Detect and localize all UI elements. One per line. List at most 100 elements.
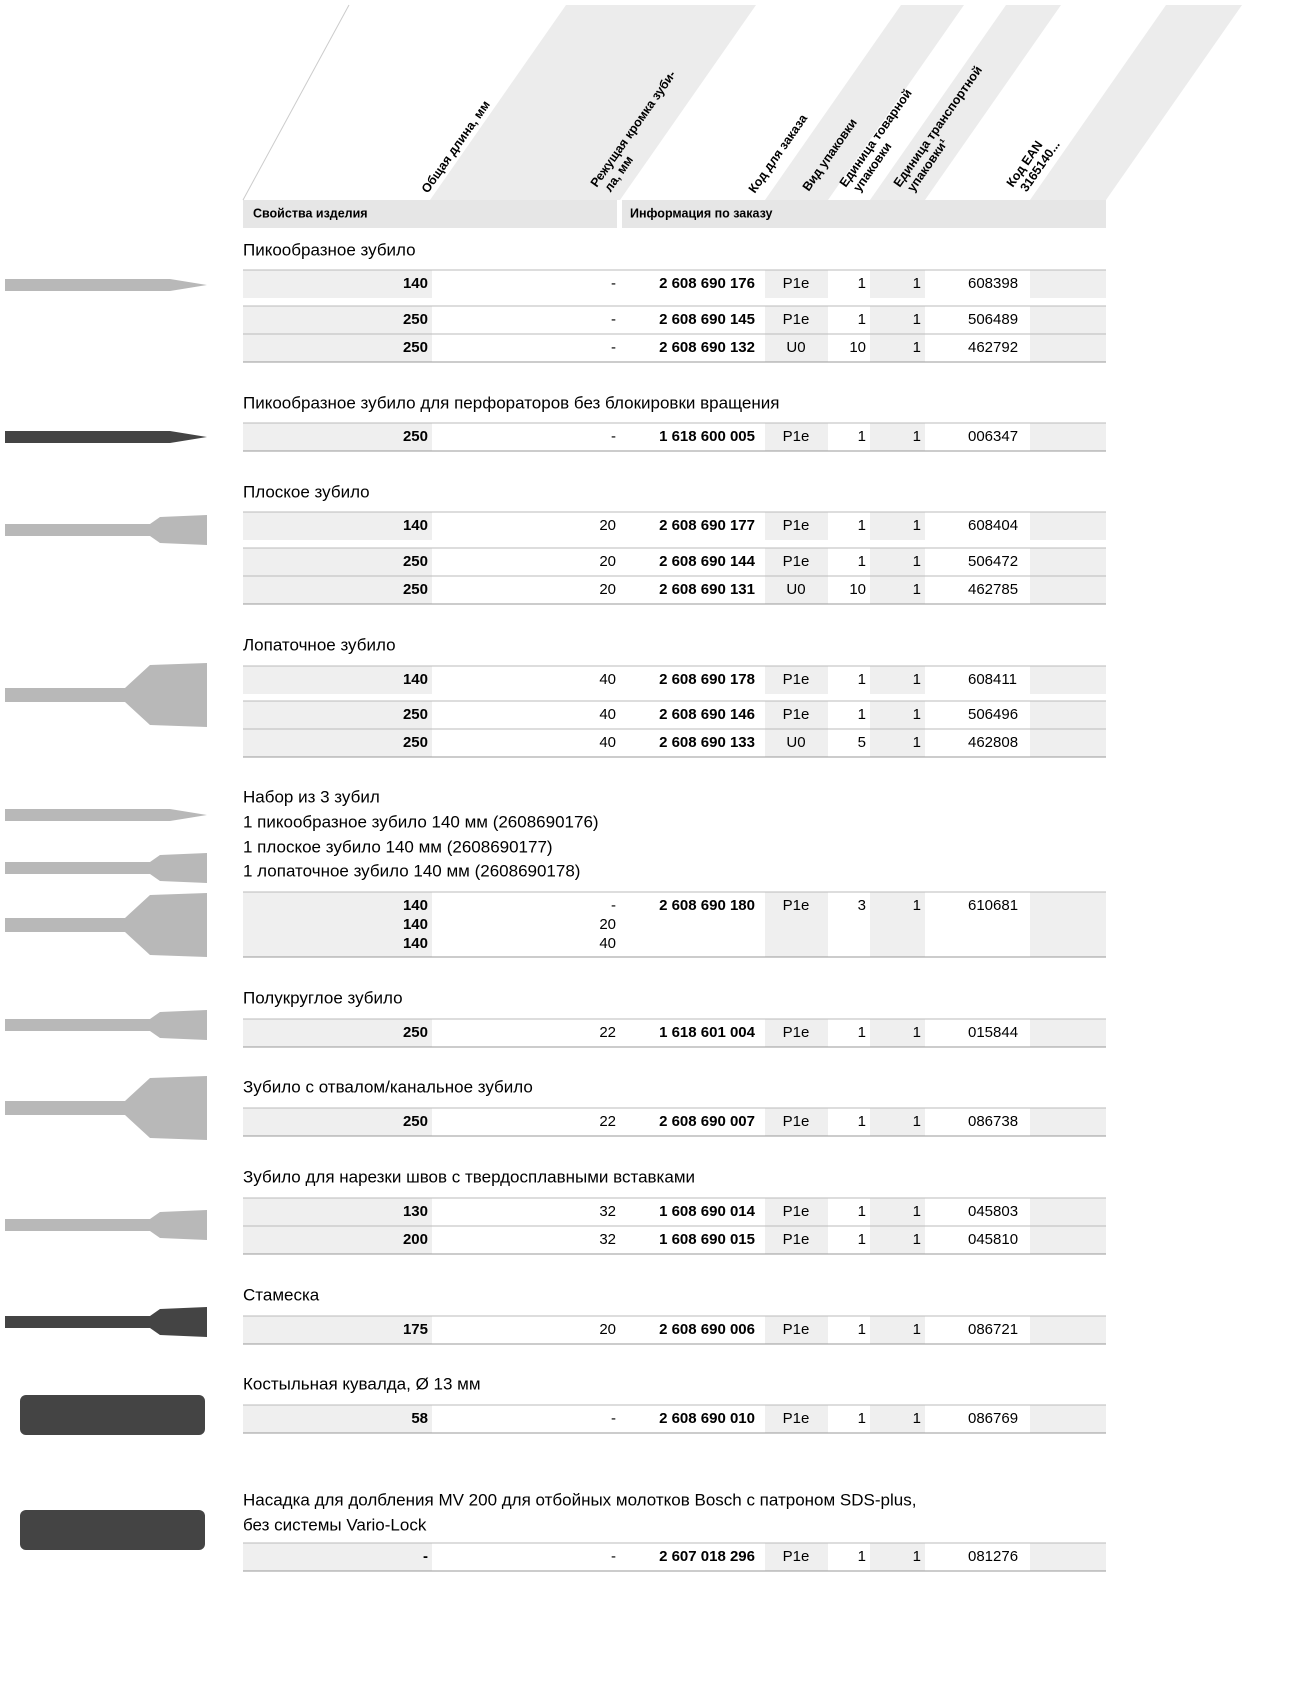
cell: 1 [858,1113,866,1130]
cell: 608411 [968,671,1017,688]
group-title: Набор из 3 зубил [243,787,380,806]
cell-bg [243,270,432,298]
cell: P1e [783,517,810,534]
cell: 015844 [968,1024,1018,1041]
cell: 1 [913,1321,921,1338]
cell-bg [1030,892,1106,957]
header-band [430,5,756,200]
cell: P1e [783,897,810,914]
cell: 1 [858,275,866,292]
cell: 200 [403,1231,428,1248]
cell-bg [870,892,925,957]
cell: 2 608 690 145 [659,311,755,328]
cell: P1e [783,1024,810,1041]
cell-bg [243,1198,432,1226]
cell: 2 608 690 144 [659,553,756,570]
cell-bg [870,306,925,334]
cell-bg [870,1543,925,1571]
cell: 2 608 690 132 [659,339,755,356]
header-edge [242,4,350,201]
cell-bg [243,892,432,957]
cell: 22 [599,1113,616,1130]
cell: U0 [786,734,805,751]
cell: 1 [858,706,866,723]
cell: 40 [599,734,616,751]
cell: 1 [913,553,921,570]
cell-bg [870,701,925,729]
cell-bg [1030,1019,1106,1047]
product-image [5,893,207,957]
group-title: Зубило для нарезки швов с твердосплавным… [243,1167,695,1186]
cell: U0 [786,339,805,356]
cell: 2 608 690 131 [659,581,755,598]
cell: 506489 [968,311,1018,328]
cell-bg [765,1405,828,1433]
cell-bg [765,548,828,576]
cell-bg [870,1226,925,1254]
cell-bg [765,701,828,729]
cell: 1 608 690 015 [659,1231,755,1248]
cell: - [611,1548,616,1565]
cell: 2 608 690 146 [659,706,755,723]
cell: 130 [403,1203,428,1220]
cell: 1 [858,671,866,688]
cell-bg [870,1108,925,1136]
cell: 40 [599,706,616,723]
cell-bg [1030,1316,1106,1344]
cell-bg [765,334,828,362]
shape [5,853,207,883]
cell-bg [870,1019,925,1047]
group-title: Стамеска [243,1285,320,1304]
cell-bg [1030,1543,1106,1571]
group-title: Зубило с отвалом/канальное зубило [243,1077,533,1096]
cell: - [611,1410,616,1427]
cell: 140 [403,916,428,933]
cell: 506472 [968,553,1018,570]
cell-bg [243,1316,432,1344]
header-band [765,5,964,200]
cell: U0 [786,581,805,598]
cell: 1 [858,1548,866,1565]
cell-bg [1030,423,1106,451]
shape [20,1510,205,1550]
cell: 1 [913,734,921,751]
cell: 045803 [968,1203,1018,1220]
cell: 608404 [968,517,1018,534]
shape [5,893,207,957]
cell: - [611,428,616,445]
cell: 40 [599,671,616,688]
cell: P1e [783,1410,810,1427]
cell-bg [1030,576,1106,604]
cell: 3 [858,897,866,914]
cell: P1e [783,1203,810,1220]
group-title: Плоское зубило [243,482,370,501]
cell: - [611,275,616,292]
section-bar [243,200,617,228]
cell-bg [870,423,925,451]
product-image [5,853,207,883]
cell-bg [1030,1198,1106,1226]
cell: P1e [783,1321,810,1338]
cell-bg [870,576,925,604]
cell: 2 608 690 133 [659,734,755,751]
cell-bg [243,1226,432,1254]
cell-bg [765,1019,828,1047]
cell: 10 [849,581,866,598]
cell-bg [1030,701,1106,729]
cell: 1 [913,275,921,292]
cell: 140 [403,935,428,952]
cell: 2 608 690 010 [659,1410,755,1427]
cell: 250 [403,1024,428,1041]
cell-bg [1030,1108,1106,1136]
cell: 1 [858,1410,866,1427]
cell: 1 [858,1203,866,1220]
cell: 140 [403,897,428,914]
cell: 1 [913,517,921,534]
cell: 250 [403,553,428,570]
cell-bg [870,270,925,298]
cell: 1 618 601 004 [659,1024,756,1041]
cell: 10 [849,339,866,356]
cell: 1 [913,1410,921,1427]
cell: 250 [403,428,428,445]
product-image [5,1307,207,1337]
